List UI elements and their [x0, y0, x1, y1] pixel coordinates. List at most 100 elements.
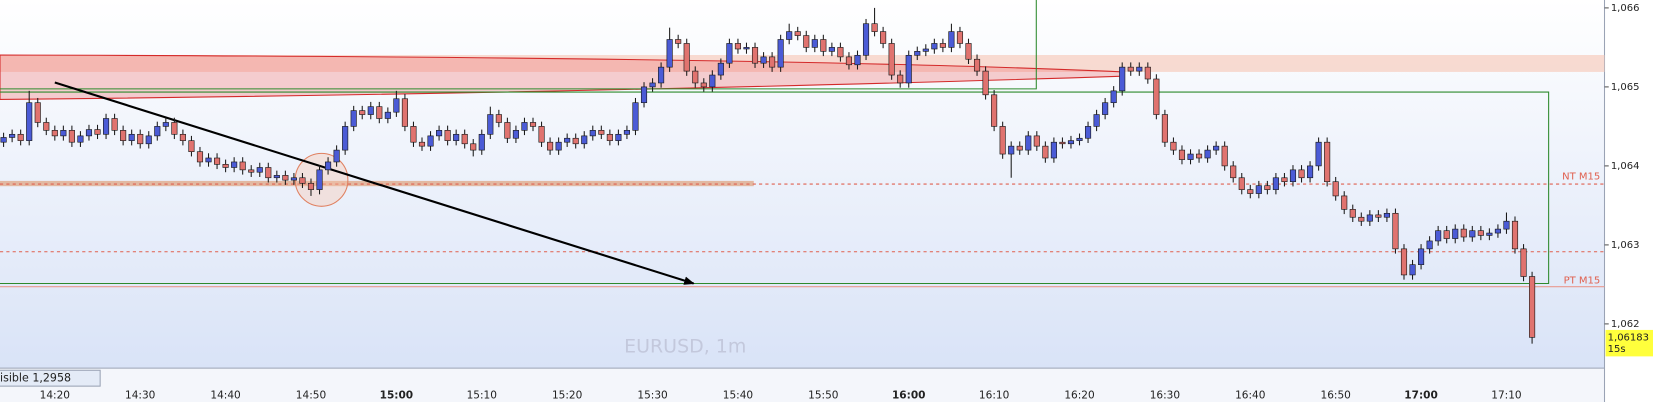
- candle-body: [205, 157, 212, 163]
- candle-body: [1375, 214, 1382, 218]
- candle-body: [529, 122, 537, 127]
- y-tick-label: 1,062: [1611, 319, 1640, 330]
- candle-body: [734, 43, 742, 50]
- candle-body: [1221, 145, 1228, 167]
- candle-body: [436, 130, 443, 137]
- candle-body: [1460, 228, 1467, 238]
- candle-body: [60, 130, 67, 137]
- candle-body: [68, 130, 75, 143]
- x-tick-label: 15:00: [380, 390, 414, 402]
- candle-body: [683, 43, 690, 72]
- candle-body: [1110, 90, 1117, 104]
- candle-body: [837, 47, 844, 58]
- x-tick-label: 17:10: [1491, 390, 1522, 402]
- candle-body: [828, 47, 835, 52]
- candle-body: [444, 130, 451, 141]
- candle-body: [905, 54, 912, 84]
- resistance-band: [0, 55, 1605, 72]
- candle-body: [1204, 149, 1211, 159]
- y-tick-label: 1,065: [1611, 82, 1640, 93]
- candle-body: [871, 23, 878, 32]
- candle-body: [1289, 169, 1297, 183]
- y-tick-label: 1,063: [1611, 240, 1640, 251]
- candle-body: [359, 110, 366, 115]
- candle-body: [1170, 141, 1177, 151]
- candle-body: [1238, 177, 1245, 190]
- candle-body: [769, 56, 776, 68]
- x-tick-label: 15:30: [637, 390, 668, 402]
- candle-body: [897, 74, 904, 84]
- candles: [0, 7, 1536, 344]
- candle-body: [1033, 135, 1040, 147]
- candle-body: [939, 43, 946, 48]
- candle-body: [564, 137, 571, 143]
- candle-body: [1520, 248, 1527, 277]
- candle-body: [1067, 140, 1075, 145]
- candle-body: [717, 62, 724, 76]
- candle-body: [137, 133, 144, 145]
- candle-body: [1059, 141, 1066, 145]
- x-tick-label: 16:20: [1064, 390, 1095, 402]
- candle-body: [1008, 145, 1015, 155]
- candle-body: [820, 39, 827, 52]
- candle-body: [1102, 102, 1109, 115]
- candle-body: [248, 169, 255, 173]
- candle-body: [854, 54, 861, 66]
- candle-body: [1426, 240, 1433, 250]
- x-tick-label: 16:10: [979, 390, 1010, 402]
- candle-body: [410, 126, 417, 143]
- candle-body: [1418, 248, 1425, 265]
- last-price-label: 1,06183: [1608, 332, 1649, 343]
- candle-body: [316, 169, 323, 190]
- candle-body: [1050, 141, 1057, 159]
- candle-body: [1255, 185, 1262, 194]
- candle-body: [282, 175, 289, 181]
- candle-body: [162, 122, 169, 127]
- candle-body: [982, 70, 989, 96]
- candle-body: [615, 133, 622, 141]
- candle-body: [154, 126, 161, 137]
- candle-body: [231, 161, 238, 168]
- candle-body: [1298, 169, 1305, 179]
- candle-body: [1486, 232, 1493, 236]
- candle-body: [726, 43, 733, 64]
- candle-body: [1324, 141, 1331, 183]
- candle-body: [572, 137, 579, 145]
- candle-body: [418, 141, 426, 147]
- candle-body: [598, 130, 605, 135]
- candle-body: [692, 70, 699, 84]
- candle-body: [965, 43, 972, 60]
- x-tick-label: 14:50: [296, 390, 327, 402]
- x-tick-label: 14:40: [210, 390, 241, 402]
- candle-body: [538, 126, 545, 143]
- candle-body: [521, 122, 528, 131]
- candle-body: [1511, 220, 1519, 250]
- candle-body: [273, 175, 280, 179]
- candle-body: [367, 106, 374, 115]
- candle-body: [1264, 185, 1271, 190]
- candle-body: [1307, 165, 1314, 179]
- candle-body: [709, 74, 716, 88]
- candle-body: [26, 102, 33, 141]
- candle-body: [675, 39, 682, 44]
- candle-body: [1383, 212, 1390, 218]
- level-label: NT M15: [1562, 172, 1600, 183]
- candle-body: [1281, 177, 1288, 183]
- candle-body: [222, 164, 229, 168]
- candle-body: [1161, 114, 1168, 143]
- level-label: PT M15: [1564, 275, 1601, 286]
- x-tick-label: 15:10: [467, 390, 498, 402]
- candle-body: [0, 137, 7, 143]
- time-axis-background: [0, 368, 1605, 402]
- candle-body: [1196, 153, 1203, 159]
- candle-body: [1358, 216, 1365, 222]
- candle-body: [77, 135, 84, 143]
- candle-body: [956, 31, 964, 44]
- candle-body: [43, 122, 50, 131]
- candle-body: [51, 130, 58, 137]
- candle-body: [1153, 78, 1160, 115]
- candle-body: [1435, 230, 1442, 242]
- y-tick-label: 1,064: [1611, 161, 1640, 172]
